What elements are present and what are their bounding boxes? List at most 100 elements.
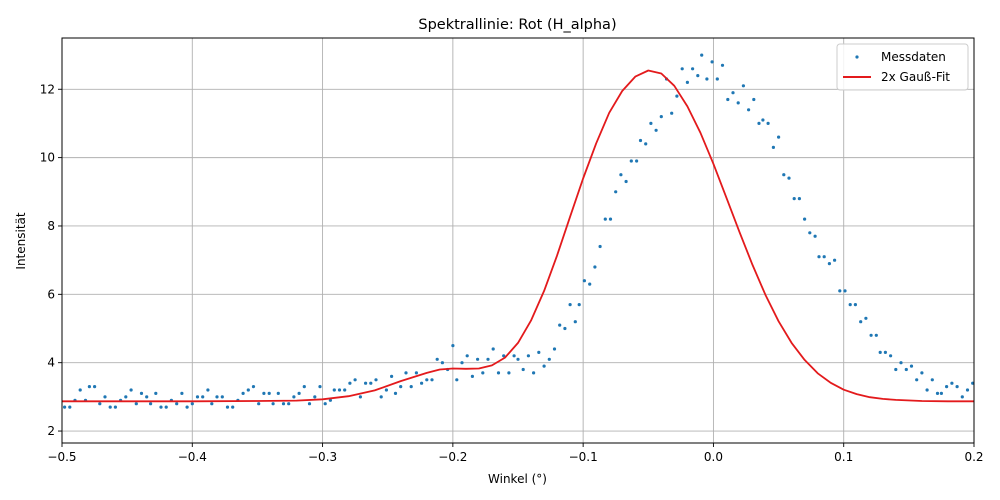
data-point [455,378,459,382]
data-point [635,159,639,163]
data-point [817,255,821,259]
data-point [598,244,602,249]
y-tick-label: 6 [47,287,55,301]
data-point [241,391,245,395]
data-point [486,357,490,361]
data-point [364,381,368,385]
data-point [619,173,623,177]
data-point [337,388,342,392]
legend: Messdaten 2x Gauß-Fit [836,43,969,91]
data-point [654,128,658,132]
data-point [808,231,812,235]
data-point [313,395,317,399]
data-point [787,176,791,180]
data-point [766,121,770,125]
data-point [731,91,735,95]
data-point [134,402,138,406]
data-point [435,357,439,361]
data-point [348,381,352,385]
x-tick-label: −0.5 [47,450,76,464]
data-point [430,378,434,382]
data-point [108,405,112,409]
data-point [154,391,158,395]
x-tick-label: 0.2 [964,450,983,464]
data-point [573,320,577,324]
data-point [939,391,944,395]
data-point [262,391,266,395]
data-point [960,395,964,399]
data-point [507,371,511,375]
data-point [874,333,878,337]
data-point [139,391,144,395]
data-point [302,385,306,389]
data-point [649,121,653,125]
data-point [582,279,587,283]
data-point [393,391,398,395]
data-point [201,395,205,399]
data-point [267,391,271,395]
data-point [853,303,858,307]
data-point [965,388,970,392]
data-point [680,67,684,71]
data-point [741,84,746,88]
data-point [516,357,520,361]
data-point [271,402,275,406]
data-point [512,354,516,358]
legend-label-line: 2x Gauß-Fit [881,70,950,84]
data-point [404,371,408,375]
data-point [552,347,557,351]
data-point [792,197,796,201]
y-axis: 2 4 6 8 10 12 [40,82,62,438]
y-tick-label: 8 [47,219,55,233]
data-point [129,388,133,392]
data-point [771,145,776,149]
legend-label-scatter: Messdaten [881,50,946,64]
data-point [175,402,179,406]
data-point [878,350,882,354]
data-point [608,217,613,221]
data-point [558,323,562,327]
data-point [246,388,250,392]
data-point [210,402,214,406]
data-point [276,391,280,395]
data-point [659,115,663,119]
data-point [384,388,388,392]
x-tick-label: −0.1 [569,450,598,464]
data-point [190,402,194,406]
data-point [838,289,842,293]
data-point [864,316,868,320]
data-point [813,234,817,238]
data-point [379,395,383,399]
data-point [920,371,924,375]
data-point [420,381,424,385]
data-point [925,388,929,392]
data-point [710,60,714,64]
data-point [797,197,802,201]
data-point [251,385,256,389]
data-point [113,405,117,409]
scatter-series [63,53,975,409]
data-point [63,405,67,409]
y-tick-label: 10 [40,151,55,165]
data-point [752,97,756,102]
data-point [894,367,898,372]
data-point [425,378,429,382]
data-point [547,357,551,361]
data-point [409,385,413,389]
data-point [833,258,837,262]
data-point [307,402,312,406]
data-point [399,385,403,389]
data-point [98,402,102,406]
data-point [614,190,618,194]
data-point [390,374,394,378]
data-point [103,395,107,399]
data-point [691,67,695,71]
x-tick-label: −0.3 [308,450,337,464]
data-point [185,405,189,409]
data-point [899,361,903,365]
data-point [955,385,959,389]
data-point [145,395,149,399]
data-point [195,395,200,399]
